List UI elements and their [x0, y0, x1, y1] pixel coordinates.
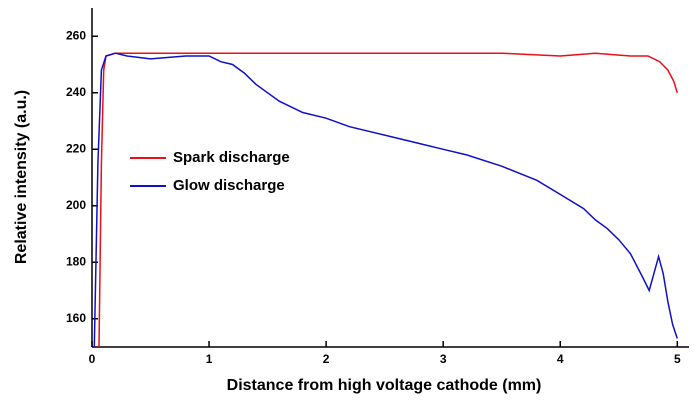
legend-label: Glow discharge [173, 177, 285, 194]
y-tick-label: 180 [66, 254, 86, 268]
series-line [93, 52, 679, 348]
y-tick-label: 260 [66, 28, 86, 42]
y-tick-label: 240 [66, 85, 86, 99]
x-axis-title: Distance from high voltage cathode (mm) [227, 377, 542, 394]
x-tick-label: 3 [440, 352, 447, 366]
x-tick-label: 4 [557, 352, 564, 366]
x-tick-label: 1 [206, 352, 213, 366]
y-tick-label: 160 [66, 311, 86, 325]
x-tick-label: 0 [89, 352, 96, 366]
legend-label: Spark discharge [173, 149, 290, 166]
y-tick-label: 220 [66, 141, 86, 155]
y-axis-title: Relative intensity (a.u.) [13, 90, 30, 264]
series-line [98, 52, 679, 348]
x-tick-label: 2 [323, 352, 330, 366]
y-tick-label: 200 [66, 198, 86, 212]
x-tick-label: 5 [674, 352, 681, 366]
